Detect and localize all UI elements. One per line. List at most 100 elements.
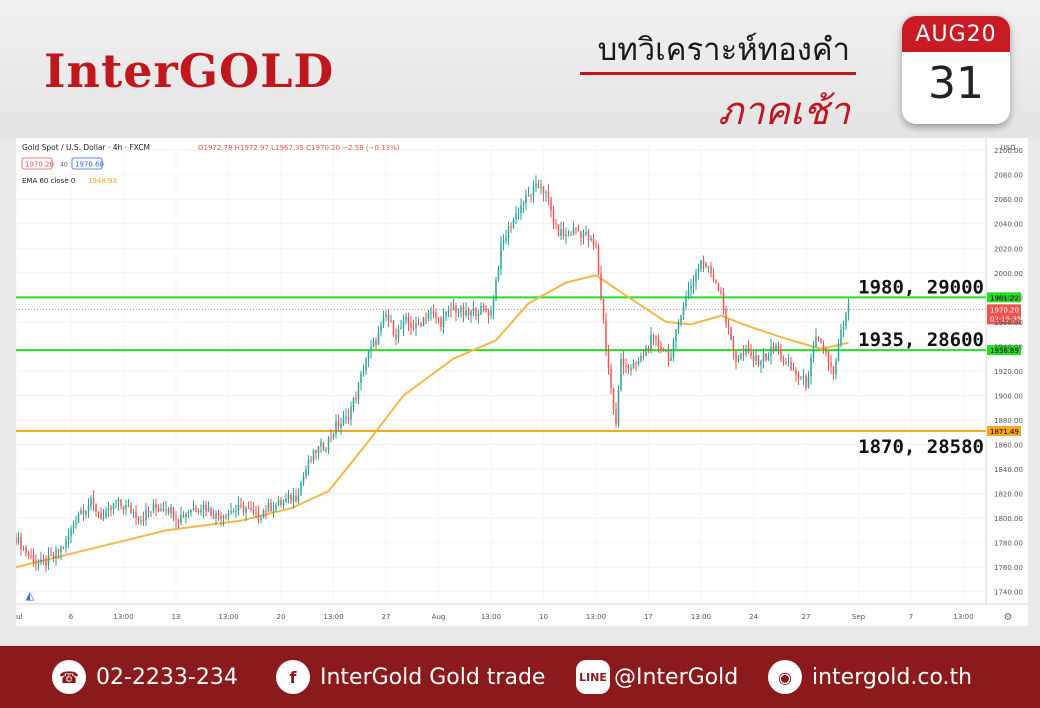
title-divider xyxy=(580,72,856,75)
candle-body xyxy=(552,210,555,224)
candle-body xyxy=(130,505,132,513)
last-price-tag xyxy=(987,304,1021,325)
x-tick-label: 27 xyxy=(802,613,811,621)
candle-body xyxy=(95,503,97,512)
level-annotation: 1935, 28600 xyxy=(858,329,984,351)
candle-body xyxy=(150,511,152,513)
x-tick-label: 13:00 xyxy=(218,613,238,621)
candle-body xyxy=(200,509,202,513)
candle-body xyxy=(260,518,262,520)
y-tick-label: 1900.00 xyxy=(994,392,1023,400)
candle-body xyxy=(242,505,245,513)
candle-body xyxy=(750,352,752,357)
world-map-background xyxy=(0,0,1040,140)
candle-body xyxy=(485,308,487,312)
candle-body xyxy=(717,283,720,291)
candle-body xyxy=(795,369,797,375)
candle-body xyxy=(90,498,92,507)
candle-body xyxy=(377,331,380,345)
candle-body xyxy=(677,321,680,330)
candle-body xyxy=(87,506,90,511)
x-tick-label: ul xyxy=(16,613,22,621)
candle-body xyxy=(167,509,170,513)
candle-body xyxy=(292,495,295,502)
candle-body xyxy=(570,234,572,236)
candle-body xyxy=(727,323,730,327)
candle-body xyxy=(102,517,105,519)
candle-body xyxy=(562,228,565,236)
y-tick-label: 1980.00 xyxy=(994,294,1023,302)
candle-body xyxy=(502,240,505,244)
candle-body xyxy=(760,360,762,366)
candle-body xyxy=(190,509,192,513)
candle-body xyxy=(407,316,410,324)
candle-body xyxy=(360,373,362,383)
x-tick-label: 13:00 xyxy=(953,613,973,621)
candle-body xyxy=(655,336,657,340)
footer-facebook[interactable]: f InterGold Gold trade xyxy=(276,646,545,708)
candle-body xyxy=(217,513,220,516)
candle-body xyxy=(15,537,17,544)
candle-body xyxy=(207,507,210,512)
candle-body xyxy=(515,213,517,220)
candle-body xyxy=(325,450,327,452)
candle-body xyxy=(770,346,772,356)
candle-body xyxy=(212,515,215,519)
candle-body xyxy=(530,194,532,196)
footer-website[interactable]: ◉ intergold.co.th xyxy=(768,646,972,708)
candle-body xyxy=(822,343,825,352)
candle-body xyxy=(510,226,512,228)
candle-body xyxy=(77,513,80,523)
footer-line[interactable]: LINE @InterGold xyxy=(576,646,738,708)
candle-body xyxy=(612,387,615,409)
candle-body xyxy=(665,351,667,353)
candle-body xyxy=(462,307,465,316)
candle-body xyxy=(372,340,375,347)
candle-body xyxy=(542,187,545,194)
candle-body xyxy=(500,243,502,269)
candle-body xyxy=(120,499,122,506)
candle-body xyxy=(72,525,75,529)
candle-body xyxy=(302,476,305,483)
symbol-header: Gold Spot / U.S. Dollar · 4h · FXCM O1972… xyxy=(21,143,400,185)
candle-body xyxy=(155,504,157,509)
candle-body xyxy=(845,313,847,327)
candle-body xyxy=(490,310,492,316)
calendar-day: 31 xyxy=(928,58,984,109)
y-tick-label: 1820.00 xyxy=(994,491,1023,499)
candle-body xyxy=(725,309,727,324)
candle-body xyxy=(585,232,587,235)
candle-body xyxy=(487,311,490,316)
candle-body xyxy=(797,374,800,378)
website-url: intergold.co.th xyxy=(812,664,973,690)
candle-body xyxy=(417,323,420,325)
candle-body xyxy=(175,518,177,521)
candle-body xyxy=(332,433,335,438)
candle-body xyxy=(22,547,25,550)
candle-body xyxy=(110,507,112,510)
y-tick-label: 1840.00 xyxy=(994,466,1023,474)
x-tick-label: 13:00 xyxy=(691,613,711,621)
candle-body xyxy=(450,309,452,311)
candle-body xyxy=(47,554,50,566)
candle-body xyxy=(442,316,445,328)
candle-body xyxy=(722,292,725,310)
candle-body xyxy=(37,562,40,564)
y-tick-label: 2000.00 xyxy=(994,270,1023,278)
y-tick-label: 1880.00 xyxy=(994,417,1023,425)
level-axis-label: 1936.89 xyxy=(990,347,1019,355)
candle-body xyxy=(437,317,440,319)
chart-panel[interactable]: 1981.22 1936.89 1871.49 1970.20 02:15:35 USD… xyxy=(15,138,1028,626)
candle-body xyxy=(697,269,700,273)
candle-body xyxy=(265,510,267,512)
candle-body xyxy=(35,562,37,564)
candle-body xyxy=(495,279,497,300)
candle-body xyxy=(32,555,35,563)
footer-phone[interactable]: ☎ 02-2233-234 xyxy=(52,646,238,708)
candle-body xyxy=(535,183,537,187)
x-tick-label: 7 xyxy=(909,613,913,621)
candle-body xyxy=(337,421,340,428)
candle-body xyxy=(540,187,542,189)
candle-body xyxy=(70,528,72,536)
